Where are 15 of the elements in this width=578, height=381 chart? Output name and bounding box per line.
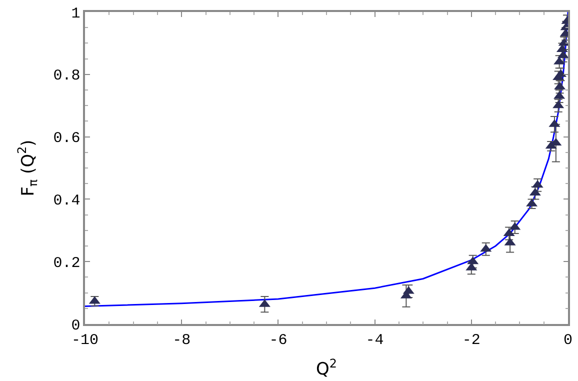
x-tick-label: -4 [366,332,384,349]
y-tick-label: 0.6 [53,130,80,148]
line-series [85,12,568,307]
y-tick-label: 0 [71,317,80,334]
y-tick-label: 0.2 [53,254,80,272]
x-tick-label: -8 [172,332,191,349]
point [557,50,568,58]
y-tick-label: 0.4 [53,192,80,210]
x-tick-label: -10 [71,332,99,349]
x-axis-title: Q$^{2}$ [316,356,337,380]
x-tick-label: -6 [269,332,288,349]
x-tick-label: 0 [563,332,573,349]
x-tick-label: -2 [462,332,480,349]
y-tick-label: 1 [71,5,80,22]
y-tick-label: 0.8 [53,68,80,85]
